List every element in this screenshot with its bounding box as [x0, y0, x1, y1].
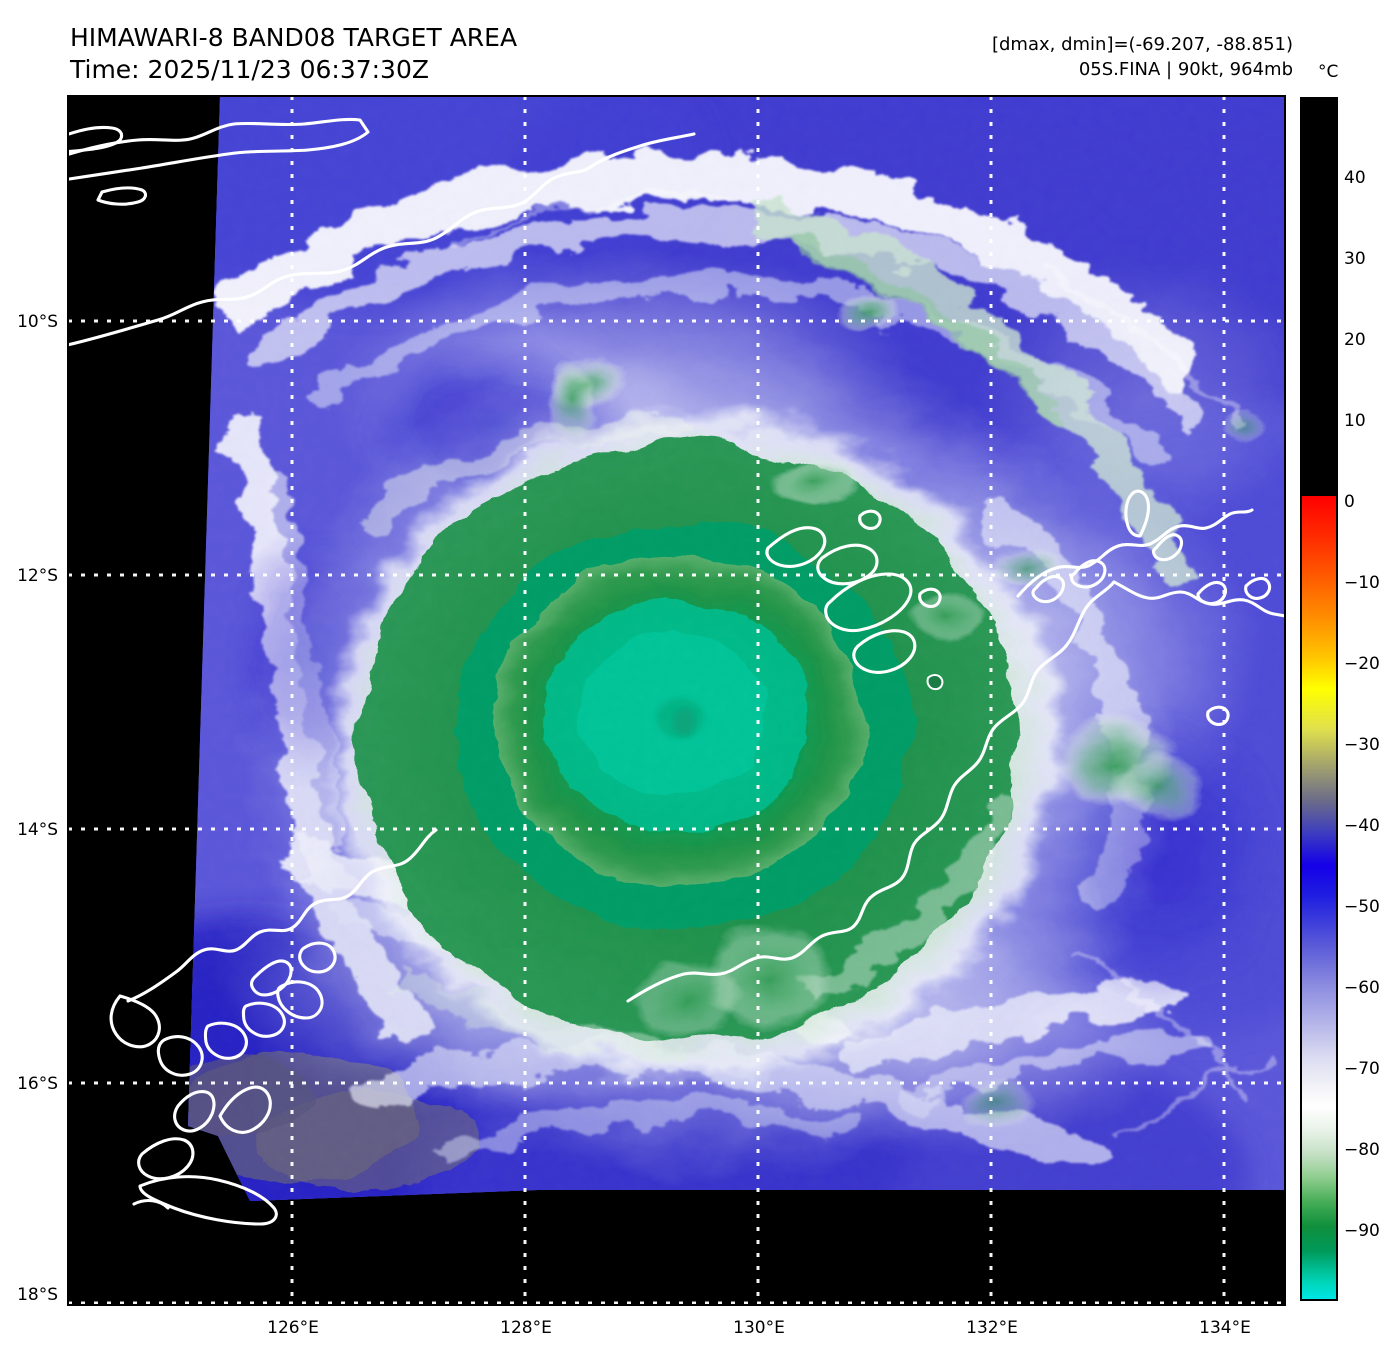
y-tick-4: 18°S [17, 1285, 58, 1305]
satellite-imagery [68, 96, 1285, 1305]
x-tick-3: 132°E [966, 1318, 1018, 1338]
coastlines [68, 117, 1285, 1226]
colorbar-black-segment [1302, 99, 1336, 497]
x-tick-1: 128°E [500, 1318, 552, 1338]
cb-tick-11: −70 [1344, 1059, 1380, 1079]
cb-tick-7: −30 [1344, 735, 1380, 755]
cb-tick-5: −10 [1344, 573, 1380, 593]
y-tick-0: 10°S [17, 312, 58, 332]
cb-tick-6: −20 [1344, 654, 1380, 674]
colorbar-gradient-segment [1302, 496, 1336, 1299]
cb-tick-3: 10 [1344, 411, 1366, 431]
cb-tick-10: −60 [1344, 978, 1380, 998]
graticule [68, 96, 1285, 1305]
cb-tick-0: 40 [1344, 168, 1366, 188]
page-title: HIMAWARI-8 BAND08 TARGET AREA [70, 23, 518, 52]
cb-tick-1: 30 [1344, 249, 1366, 269]
cb-tick-13: −90 [1344, 1221, 1380, 1241]
x-tick-0: 126°E [267, 1318, 319, 1338]
colorbar-unit-label: °C [1318, 62, 1339, 82]
cb-tick-9: −50 [1344, 897, 1380, 917]
observation-time: Time: 2025/11/23 06:37:30Z [70, 55, 429, 84]
cb-tick-12: −80 [1344, 1140, 1380, 1160]
cb-tick-8: −40 [1344, 816, 1380, 836]
satellite-data-swath [188, 96, 1285, 1201]
y-tick-1: 12°S [17, 566, 58, 586]
cb-tick-2: 20 [1344, 330, 1366, 350]
x-tick-4: 134°E [1199, 1318, 1251, 1338]
storm-info-label: 05S.FINA | 90kt, 964mb [1078, 59, 1293, 80]
cb-tick-4: 0 [1344, 492, 1355, 512]
header-right-info: [dmax, dmin]=(-69.207, -88.851) 05S.FINA… [992, 32, 1293, 82]
y-tick-3: 16°S [17, 1074, 58, 1094]
colorbar[interactable] [1300, 97, 1338, 1301]
data-minmax-label: [dmax, dmin]=(-69.207, -88.851) [991, 34, 1293, 55]
y-tick-2: 14°S [17, 820, 58, 840]
satellite-plot-area[interactable]: Copyright © 2020-2025 Dapiya [68, 96, 1285, 1305]
x-tick-2: 130°E [733, 1318, 785, 1338]
